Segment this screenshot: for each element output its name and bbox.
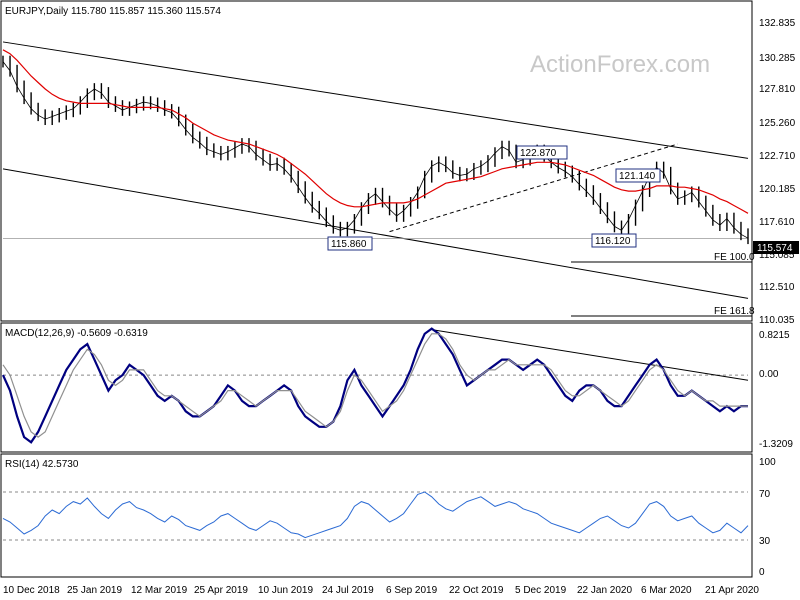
- macd-y-axis: 0.8215 0.00 -1.3209: [759, 330, 793, 450]
- macd-trend-line-0: [431, 329, 749, 381]
- price-annotations: 122.870 121.140 116.120 115.860 FE 100.0…: [327, 145, 755, 317]
- x-axis: 10 Dec 2018 25 Jan 2019 12 Mar 2019 25 A…: [3, 585, 759, 596]
- price-tick-7: 115.085: [759, 250, 795, 261]
- watermark: ActionForex.com: [530, 51, 710, 78]
- price-tick-4: 122.710: [759, 151, 796, 162]
- rsi-tick-2: 30: [759, 536, 771, 547]
- price-tick-8: 112.510: [759, 282, 795, 293]
- rsi-tick-1: 70: [759, 489, 771, 500]
- x-tick-7: 22 Oct 2019: [449, 585, 504, 596]
- price-tick-6: 117.610: [759, 217, 795, 228]
- x-tick-2: 12 Mar 2019: [131, 585, 188, 596]
- x-tick-9: 22 Jan 2020: [577, 585, 632, 596]
- annotation-fe-1618: FE 161.8: [714, 306, 755, 317]
- annotation-low-116120: 116.120: [595, 236, 631, 247]
- price-tick-3: 125.260: [759, 118, 796, 129]
- macd-panel: [0, 322, 753, 453]
- price-tick-9: 110.035: [759, 315, 795, 326]
- x-tick-6: 6 Sep 2019: [386, 585, 438, 596]
- rsi-tick-0: 100: [759, 457, 776, 468]
- last-price-label: 115.574: [757, 243, 793, 254]
- macd-tick-0: 0.8215: [759, 330, 790, 341]
- x-tick-0: 10 Dec 2018: [3, 585, 60, 596]
- x-tick-10: 6 Mar 2020: [641, 585, 692, 596]
- price-title: EURJPY,Daily 115.780 115.857 115.360 115…: [5, 6, 221, 17]
- signal-line: [2, 333, 748, 438]
- annotation-low-115860: 115.860: [331, 239, 367, 250]
- annotation-high-121140: 121.140: [619, 171, 656, 182]
- price-tick-0: 132.835: [759, 18, 796, 29]
- price-tick-1: 130.285: [759, 53, 796, 64]
- macd-line: [1, 327, 748, 444]
- price-line: [2, 61, 749, 239]
- price-trend-line-0: [2, 41, 749, 159]
- annotation-fe-100: FE 100.0: [714, 252, 755, 263]
- x-tick-5: 24 Jul 2019: [322, 585, 374, 596]
- macd-tick-1: 0.00: [759, 369, 779, 380]
- x-tick-4: 10 Jun 2019: [258, 585, 313, 596]
- macd-title: MACD(12,26,9) -0.5609 -0.6319: [5, 328, 148, 339]
- rsi-panel: [0, 453, 753, 578]
- price-trend-line-2: [389, 143, 678, 233]
- macd-tick-2: -1.3209: [759, 439, 793, 450]
- price-tick-5: 120.185: [759, 184, 796, 195]
- last-price-box: [753, 241, 799, 254]
- x-tick-3: 25 Apr 2019: [194, 585, 248, 596]
- price-tick-2: 127.810: [759, 84, 796, 95]
- annotation-high-122870: 122.870: [520, 148, 557, 159]
- rsi-y-axis: 100 70 30 0: [759, 457, 776, 578]
- sma-line: [2, 49, 749, 214]
- series-layer: [1, 41, 749, 541]
- rsi-tick-3: 0: [759, 567, 765, 578]
- price-panel: [0, 0, 753, 322]
- price-trend-line-1: [2, 168, 749, 299]
- x-tick-8: 5 Dec 2019: [515, 585, 567, 596]
- rsi-title: RSI(14) 42.5730: [5, 459, 79, 470]
- x-tick-1: 25 Jan 2019: [67, 585, 122, 596]
- price-y-axis: 132.835 130.285 127.810 125.260 122.710 …: [753, 18, 799, 326]
- rsi-line: [2, 491, 749, 539]
- x-tick-11: 21 Apr 2020: [705, 585, 759, 596]
